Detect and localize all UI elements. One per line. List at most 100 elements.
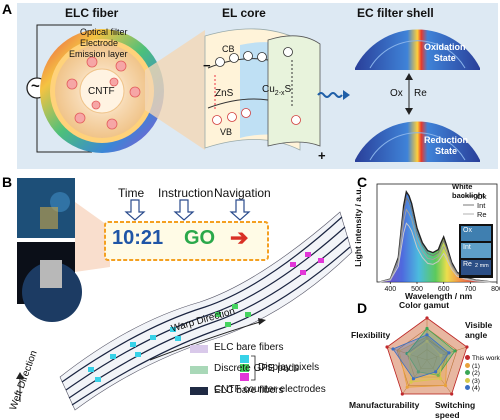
radar-axis-flexibility: Flexibility — [351, 330, 391, 340]
legend-c-re: Re — [477, 210, 487, 219]
label-electrode: Electrode — [80, 38, 119, 48]
radar-legend-marker — [465, 362, 470, 368]
radar-legend-label: (4) — [472, 385, 480, 392]
radar-point-4-3 — [411, 377, 416, 381]
inset-ox — [461, 226, 491, 241]
panel-c: C 400 500 600 700 800 Light intensity / a.u.… — [352, 172, 500, 302]
radar-point-3-0 — [425, 339, 429, 343]
display-go: GO — [184, 227, 216, 249]
radar-series-0 — [386, 317, 468, 395]
radar-series-3 — [408, 340, 442, 383]
radar-axis-switching-speed: Switching speed — [435, 400, 476, 420]
radar-axis-color-gamut: Color gamut — [399, 300, 450, 310]
radar-point-2-1 — [453, 349, 457, 353]
radar-legend-item: (1) — [465, 362, 500, 371]
spectrum-chart: 400 500 600 700 800 — [376, 183, 500, 293]
xtick-label-4: 800 — [491, 286, 500, 293]
label-optical-filter: Optical filter — [80, 27, 128, 37]
xtick-label-3: 700 — [464, 286, 476, 293]
radar-point-0-0 — [425, 316, 429, 320]
radar-point-4-1 — [447, 351, 451, 355]
radar-axis-visible-angle: Visible angle — [465, 320, 493, 340]
inset-label-re: Re — [463, 261, 472, 268]
pixel-swatch-magenta — [240, 373, 249, 381]
radar-legend-label: This work — [472, 355, 500, 362]
radar-point-0-3 — [400, 392, 404, 396]
display-time: 10:21 — [112, 227, 164, 249]
panel-b-graphic — [16, 178, 353, 411]
panel-b: B — [0, 172, 355, 412]
radar-point-3-1 — [439, 353, 443, 358]
reduction-state-label: Reduction State — [424, 135, 468, 156]
spectrum-fill — [379, 191, 492, 282]
radar-point-2-3 — [416, 370, 420, 374]
label-cu: Cu — [262, 84, 275, 95]
radar-series-2 — [406, 327, 456, 376]
radar-point-1-4 — [397, 349, 401, 353]
radar-legend-label: (3) — [472, 377, 480, 385]
radar-series-4 — [392, 334, 450, 380]
xtick-label-1: 500 — [411, 286, 423, 293]
ec-filter-title: EC filter shell — [357, 6, 434, 20]
radar-legend-marker — [465, 377, 470, 383]
panel-d-label: D — [357, 300, 368, 316]
panel-c-label: C — [357, 174, 368, 190]
xtick-label-0: 400 — [384, 286, 396, 293]
radar-point-0-1 — [465, 345, 469, 349]
el-core-title: EL core — [222, 6, 266, 20]
xlabel-c: Wavelength / nm — [405, 291, 473, 301]
legend-swatch-elc — [190, 345, 208, 353]
radar-point-0-2 — [450, 392, 454, 396]
legend-text-gpe: Discrete GPE pads — [214, 363, 300, 374]
heading-time: Time — [118, 186, 145, 200]
radar-axis-manufacturability: Manufacturability — [349, 400, 420, 410]
inset-label-ox: Ox — [463, 227, 472, 234]
label-ox: Ox — [390, 88, 403, 99]
emission-wave-icon — [317, 92, 343, 98]
display-box — [104, 221, 269, 261]
ac-symbol: ~ — [31, 78, 40, 95]
oxidation-state-label: Oxidation State — [424, 42, 466, 63]
pixel-swatch-green — [240, 364, 249, 372]
legend-text-cntf: CNTF counter electrodes — [214, 384, 326, 395]
radar-legend-label: (1) — [472, 362, 480, 370]
series-line-1 — [379, 196, 492, 283]
radar-point-4-4 — [391, 347, 395, 351]
label-cu2xs: Cu2-xS — [262, 84, 291, 97]
radar-point-0-4 — [385, 345, 389, 349]
label-cb: CB — [222, 44, 235, 54]
series-line-2 — [379, 208, 492, 283]
legend-swatch-gpe — [190, 366, 208, 374]
radar-legend-marker — [465, 370, 470, 375]
plus-terminal: + — [318, 148, 326, 163]
label-cntf: CNTF — [88, 86, 115, 97]
radar-point-3-2 — [438, 377, 443, 381]
radar-legend-marker — [465, 385, 470, 390]
series-line-0 — [379, 190, 492, 283]
legend-title-c: White backlight — [452, 182, 485, 200]
display-pixels-label: Display pixels — [258, 362, 320, 373]
radar-chart — [385, 316, 469, 396]
panel-a-label: A — [2, 1, 13, 17]
radar-point-4-0 — [425, 333, 429, 337]
legend-label-elc: ELC bare fibers — [214, 385, 284, 396]
radar-point-2-0 — [425, 326, 429, 331]
elc-fiber-title: ELC fiber — [65, 6, 119, 20]
panel-b-label: B — [2, 174, 13, 190]
inset-int — [461, 243, 491, 258]
radar-point-1-2 — [443, 383, 448, 388]
ylabel-c: Light intensity / a.u. — [352, 187, 363, 267]
pixel-swatch-cyan — [240, 355, 249, 363]
radar-point-3-3 — [409, 380, 413, 384]
radar-point-4-2 — [434, 370, 438, 374]
radar-point-3-4 — [407, 352, 411, 356]
label-cu-sub: 2-x — [274, 90, 285, 97]
heading-navigation: Navigation — [214, 186, 271, 200]
inset-photos — [459, 224, 493, 278]
label-zns: ZnS — [215, 88, 234, 99]
xtick-label-2: 600 — [438, 286, 450, 293]
radar-legend-item: This work — [465, 355, 500, 363]
label-s: S — [284, 84, 292, 95]
panel-a: A ELC fiber EL core EC filter shell — [0, 0, 500, 172]
radar-point-1-3 — [405, 385, 409, 389]
